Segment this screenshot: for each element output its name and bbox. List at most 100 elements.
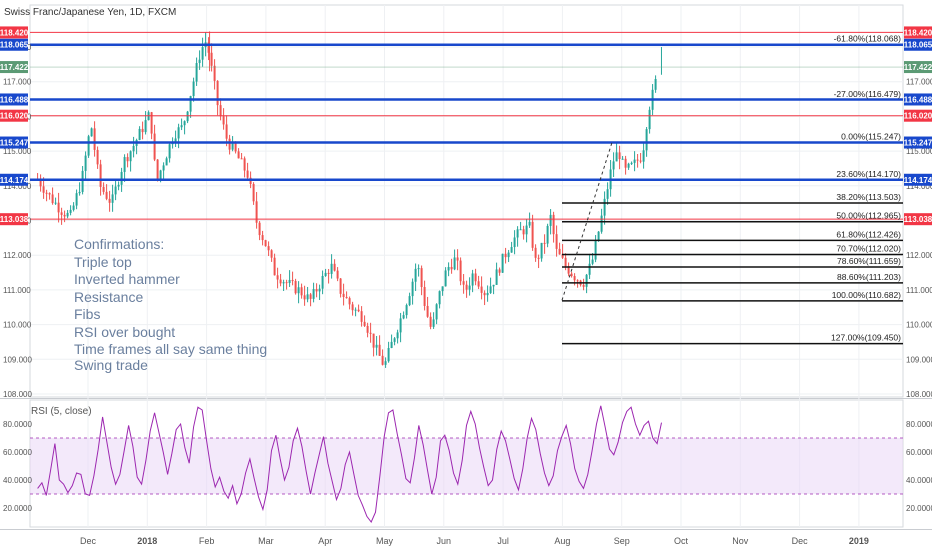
candle-body bbox=[222, 116, 225, 125]
candle-body bbox=[54, 202, 57, 204]
candle-body bbox=[189, 96, 192, 112]
note-line-6: RSI over bought bbox=[74, 323, 176, 340]
x-tick-label: Nov bbox=[732, 536, 749, 546]
candle-body bbox=[627, 163, 630, 168]
candle-body bbox=[288, 279, 291, 284]
candle-body bbox=[639, 160, 642, 162]
y-tick-label-left: 109.000 bbox=[3, 355, 32, 364]
candle-body bbox=[489, 286, 492, 293]
price-tag-text-right: 116.488 bbox=[904, 95, 932, 104]
candle-body bbox=[501, 253, 504, 273]
candle-body bbox=[129, 151, 132, 162]
candle-body bbox=[546, 225, 549, 244]
rsi-title: RSI (5, close) bbox=[31, 406, 92, 417]
candle-body bbox=[108, 198, 111, 203]
candle-body bbox=[561, 254, 564, 258]
fib-level-label: -27.00%(116.479) bbox=[834, 89, 902, 99]
candle-body bbox=[111, 194, 114, 203]
candle-body bbox=[102, 186, 105, 192]
candle-body bbox=[564, 257, 567, 267]
candle-body bbox=[396, 332, 399, 339]
candle-body bbox=[210, 52, 213, 66]
rsi-y-tick-left: 80.0000 bbox=[3, 420, 32, 429]
candle-body bbox=[294, 281, 297, 294]
candle-body bbox=[132, 145, 135, 152]
candle-body bbox=[243, 158, 246, 171]
price-tag-text-right: 113.038 bbox=[904, 215, 932, 224]
x-tick-label: Jul bbox=[497, 536, 509, 546]
candle-body bbox=[354, 309, 357, 311]
candle-body bbox=[429, 316, 432, 327]
candle-body bbox=[534, 247, 537, 258]
candle-body bbox=[438, 291, 441, 305]
price-tag-left bbox=[0, 173, 28, 186]
candle-body bbox=[363, 321, 366, 326]
price-tag-right bbox=[904, 26, 932, 39]
candle-body bbox=[138, 128, 141, 140]
candle-body bbox=[264, 240, 267, 247]
candle-body bbox=[411, 281, 414, 297]
candle-body bbox=[372, 333, 375, 348]
note-line-5: Fibs bbox=[74, 306, 101, 322]
rsi-y-tick-right: 40.0000 bbox=[906, 476, 932, 485]
candle-body bbox=[93, 128, 96, 150]
x-tick-label: Oct bbox=[674, 536, 689, 546]
candle-body bbox=[474, 273, 477, 282]
candle-body bbox=[75, 193, 78, 206]
x-tick-label: Apr bbox=[318, 536, 332, 546]
candle-body bbox=[78, 191, 81, 194]
candle-body bbox=[153, 133, 156, 160]
candle-body bbox=[402, 315, 405, 319]
candle-body bbox=[156, 159, 159, 179]
price-tag-text-right: 118.420 bbox=[904, 28, 932, 37]
candle-body bbox=[399, 318, 402, 333]
x-tick-label: Mar bbox=[258, 536, 274, 546]
candle-body bbox=[603, 198, 606, 216]
candle-body bbox=[279, 279, 282, 284]
candle-body bbox=[282, 282, 285, 284]
candle-body bbox=[621, 158, 624, 160]
candle-body bbox=[366, 325, 369, 333]
candle-body bbox=[228, 138, 231, 150]
candle-body bbox=[321, 275, 324, 289]
candle-body bbox=[105, 191, 108, 199]
candle-body bbox=[336, 270, 339, 279]
price-tag-text-left: 118.065 bbox=[0, 41, 29, 50]
y-tick-label-right: 117.000 bbox=[906, 78, 932, 87]
price-tag-left bbox=[0, 61, 28, 74]
price-tag-text-right: 115.247 bbox=[904, 139, 932, 148]
note-line-1: Confirmations: bbox=[74, 236, 165, 252]
candle-body bbox=[513, 237, 516, 248]
candle-body bbox=[96, 149, 99, 165]
candle-body bbox=[291, 279, 294, 282]
candle-body bbox=[477, 281, 480, 287]
candle-body bbox=[600, 215, 603, 232]
candle-body bbox=[327, 272, 330, 274]
candle-body bbox=[255, 201, 258, 223]
candle-body bbox=[471, 273, 474, 286]
y-tick-label-right: 111.000 bbox=[906, 286, 932, 295]
fib-level-label: 127.00%(109.450) bbox=[831, 333, 901, 343]
price-tag-right bbox=[904, 213, 932, 226]
candle-body bbox=[246, 170, 249, 178]
candle-body bbox=[408, 296, 411, 306]
candle-body bbox=[276, 275, 279, 280]
candle-body bbox=[522, 229, 525, 235]
y-tick-label-right: 108.000 bbox=[906, 390, 932, 399]
x-tick-label: Jun bbox=[437, 536, 452, 546]
candle-body bbox=[384, 361, 387, 365]
rsi-y-tick-right: 80.0000 bbox=[906, 420, 932, 429]
candle-body bbox=[63, 214, 66, 217]
candle-body bbox=[375, 344, 378, 348]
fib-layer: -61.80%(118.068) -27.00%(116.479) 0.00%(11… bbox=[561, 34, 903, 345]
note-line-4: Resistance bbox=[74, 288, 144, 305]
candle-body bbox=[261, 235, 264, 241]
x-tick-label: Feb bbox=[199, 536, 215, 546]
candle-body bbox=[630, 162, 633, 164]
price-tag-left bbox=[0, 93, 28, 106]
candle-body bbox=[339, 278, 342, 294]
candle-body bbox=[393, 338, 396, 342]
rsi-y-tick-left: 20.0000 bbox=[3, 504, 32, 513]
